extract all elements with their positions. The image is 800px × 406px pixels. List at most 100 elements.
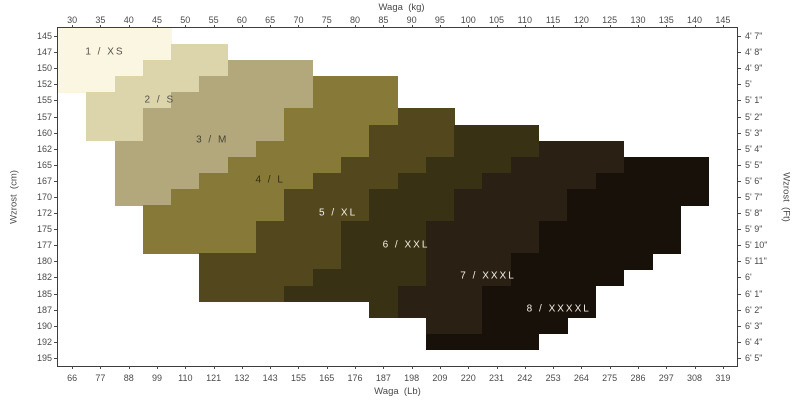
tick-label-weight-lb: 198 [404,373,420,383]
tick-label-height-cm: 190 [36,320,52,331]
tick-label-weight-lb: 143 [262,373,278,383]
size-region-xxxl [397,301,483,319]
size-region-m [227,60,314,77]
tick-mark-top [100,25,102,28]
tick-mark-right [738,132,741,134]
size-label-xs: 1 / XS [85,46,125,58]
tick-label-weight-kg: 140 [687,15,703,25]
size-region-xxl [425,156,512,174]
tick-mark-bottom [213,366,215,369]
tick-mark-top [637,25,639,28]
tick-label-height-ft: 4' 9" [745,63,763,74]
size-region-xxxxl [567,188,710,206]
size-region-xs [58,28,172,45]
size-region-m [142,124,285,142]
tick-label-height-cm: 152 [36,79,52,90]
size-region-l [142,221,257,238]
tick-mark-bottom [355,366,357,369]
tick-mark-left [54,148,57,150]
size-label-xxxxl: 8 / XXXXL [526,303,591,315]
tick-mark-left [54,309,57,311]
size-region-xxxl [454,188,568,206]
tick-mark-left [54,293,57,295]
tick-label-weight-lb: 264 [573,373,589,383]
tick-mark-left [54,100,57,102]
tick-mark-right [738,36,741,38]
size-region-xxxl [425,253,512,270]
tick-label-height-ft: 5' 1" [745,95,763,106]
size-region-s [142,60,229,77]
size-region-m [114,188,172,206]
size-region-xxl [340,237,427,254]
tick-mark-top [241,25,243,28]
tick-mark-left [54,116,57,118]
tick-label-height-cm: 195 [36,352,52,363]
size-label-xl: 5 / XL [319,207,358,219]
tick-mark-left [54,277,57,279]
tick-label-height-ft: 5' 3" [745,127,763,138]
tick-mark-top [694,25,696,28]
tick-mark-bottom [581,366,583,369]
tick-label-weight-lb: 132 [234,373,250,383]
tick-label-height-ft: 6' 4" [745,336,763,347]
tick-mark-bottom [722,366,724,369]
tick-mark-bottom [185,366,187,369]
tick-label-weight-kg: 30 [67,15,78,25]
size-region-xxxxl [482,285,597,303]
axis-title-weight-kg: Waga (kg) [378,2,425,13]
tick-mark-left [54,261,57,263]
size-region-xxl [284,285,398,303]
tick-mark-left [54,84,57,86]
size-region-xl [199,253,342,270]
tick-label-weight-lb: 187 [375,373,391,383]
size-region-l [312,92,398,109]
size-label-xxxl: 7 / XXXL [460,270,516,282]
tick-label-weight-lb: 155 [290,373,306,383]
plot-area: 1 / XS 2 / S 3 / M 4 / L 5 / XL 6 / XXL 7 / XX… [57,27,738,367]
tick-mark-bottom [411,366,413,369]
tick-mark-top [553,25,555,28]
tick-label-height-cm: 157 [36,111,52,122]
tick-label-height-ft: 5' 6" [745,175,763,186]
axis-title-weight-lb: Waga (Lb) [374,386,421,397]
tick-label-height-ft: 5' 10" [745,240,768,251]
tick-mark-right [738,277,741,279]
size-label-xxl: 6 / XXL [382,239,430,251]
tick-label-height-ft: 5' 4" [745,143,763,154]
tick-label-weight-kg: 70 [293,15,304,25]
tick-mark-bottom [383,366,385,369]
tick-label-weight-kg: 45 [152,15,163,25]
tick-mark-left [54,52,57,54]
size-region-m [171,92,314,109]
tick-label-weight-lb: 121 [206,373,222,383]
tick-label-weight-kg: 35 [95,15,106,25]
size-region-l [142,237,257,254]
size-region-xxxl [454,205,568,222]
tick-label-weight-lb: 308 [687,373,703,383]
tick-mark-top [468,25,470,28]
tick-mark-right [738,229,741,231]
size-region-m [114,140,257,158]
size-region-l [256,140,370,158]
size-region-xl [256,237,342,254]
tick-label-weight-lb: 253 [545,373,561,383]
tick-label-weight-lb: 176 [347,373,363,383]
tick-label-height-cm: 175 [36,224,52,235]
size-region-l [199,172,314,190]
tick-mark-left [54,197,57,198]
tick-label-weight-lb: 286 [630,373,646,383]
size-region-l [227,156,342,174]
tick-label-weight-lb: 242 [517,373,533,383]
tick-mark-bottom [694,366,696,369]
tick-label-weight-kg: 145 [715,15,731,25]
size-region-xxxxl [538,221,681,238]
tick-label-height-cm: 162 [36,143,52,154]
tick-label-weight-kg: 130 [630,15,646,25]
size-region-s [86,124,144,142]
size-region-xxxl [538,140,625,158]
tick-mark-left [54,325,57,327]
tick-mark-top [326,25,328,28]
tick-mark-top [355,25,357,28]
size-region-xxxxl [510,269,625,287]
